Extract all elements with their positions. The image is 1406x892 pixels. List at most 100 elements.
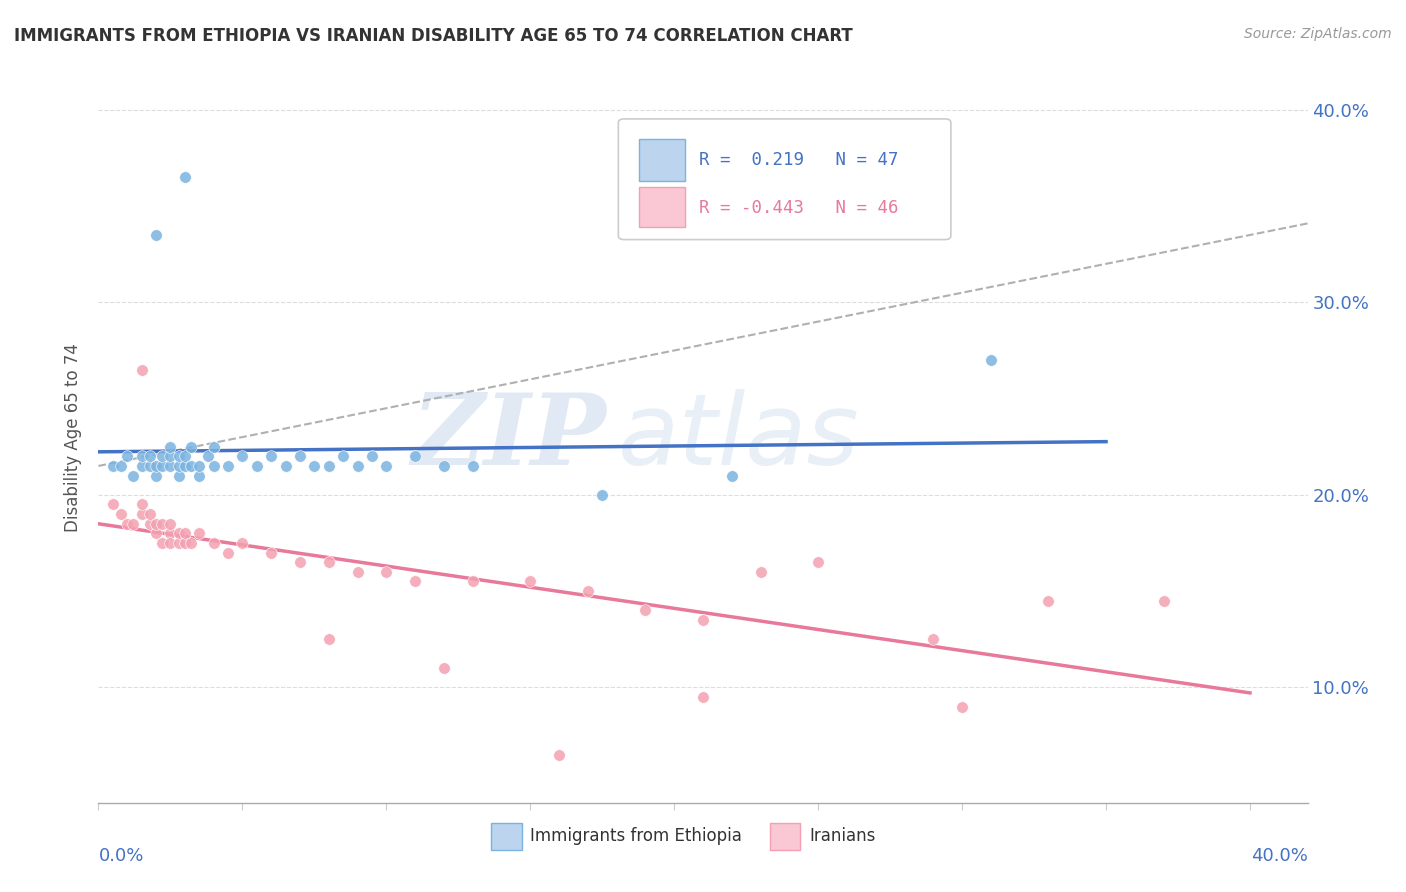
Point [692, 690, 714, 704]
Point [260, 545, 283, 559]
Point [318, 632, 340, 647]
Point [304, 458, 326, 473]
Point [159, 450, 181, 464]
Point [720, 468, 742, 483]
Point [980, 353, 1002, 368]
Point [519, 574, 541, 589]
Point [101, 458, 124, 473]
Point [159, 526, 181, 541]
Point [173, 526, 195, 541]
Point [159, 458, 181, 473]
Point [404, 574, 426, 589]
Point [131, 362, 153, 376]
Text: 40.0%: 40.0% [1251, 847, 1308, 864]
Point [131, 450, 153, 464]
Point [173, 450, 195, 464]
Point [576, 584, 599, 599]
Point [145, 468, 167, 483]
Point [145, 526, 167, 541]
Point [461, 574, 484, 589]
Point [231, 450, 253, 464]
Point [375, 565, 398, 579]
Point [346, 458, 368, 473]
Text: ZIP: ZIP [412, 389, 606, 485]
Point [150, 450, 173, 464]
Point [173, 536, 195, 550]
Point [950, 699, 973, 714]
Point [461, 458, 484, 473]
Point [150, 458, 173, 473]
Text: Immigrants from Ethiopia: Immigrants from Ethiopia [530, 828, 742, 846]
Point [167, 458, 190, 473]
Point [180, 458, 202, 473]
Point [217, 458, 239, 473]
Point [139, 450, 162, 464]
Point [110, 458, 132, 473]
Point [807, 555, 830, 569]
Point [318, 555, 340, 569]
Point [173, 170, 195, 185]
Point [634, 603, 657, 617]
Point [167, 468, 190, 483]
Point [180, 440, 202, 454]
Point [202, 458, 225, 473]
Bar [492, 822, 522, 850]
Point [1038, 593, 1060, 607]
Point [167, 526, 190, 541]
Point [692, 613, 714, 627]
Bar [769, 822, 800, 850]
Point [246, 458, 269, 473]
Point [188, 458, 211, 473]
Point [749, 565, 772, 579]
Text: atlas: atlas [619, 389, 860, 485]
Point [173, 458, 195, 473]
Bar [638, 187, 685, 227]
Point [1153, 593, 1175, 607]
Point [433, 661, 456, 675]
Point [139, 458, 162, 473]
Point [145, 458, 167, 473]
Text: Iranians: Iranians [810, 828, 876, 846]
Point [131, 498, 153, 512]
Point [139, 507, 162, 521]
Text: IMMIGRANTS FROM ETHIOPIA VS IRANIAN DISABILITY AGE 65 TO 74 CORRELATION CHART: IMMIGRANTS FROM ETHIOPIA VS IRANIAN DISA… [14, 27, 853, 45]
Point [548, 747, 571, 762]
FancyBboxPatch shape [619, 119, 950, 240]
Point [922, 632, 945, 647]
Point [110, 507, 132, 521]
Point [217, 545, 239, 559]
Point [346, 565, 368, 579]
Point [288, 555, 311, 569]
Point [159, 536, 181, 550]
Point [288, 450, 311, 464]
Point [375, 458, 398, 473]
Point [180, 536, 202, 550]
Point [332, 450, 354, 464]
Point [260, 450, 283, 464]
Point [115, 450, 138, 464]
Point [122, 516, 145, 531]
Point [202, 440, 225, 454]
Point [131, 458, 153, 473]
Point [361, 450, 384, 464]
Y-axis label: Disability Age 65 to 74: Disability Age 65 to 74 [65, 343, 83, 532]
Point [433, 458, 456, 473]
Point [274, 458, 297, 473]
Point [122, 468, 145, 483]
Point [404, 450, 426, 464]
Bar [638, 138, 685, 181]
Point [591, 488, 613, 502]
Point [188, 526, 211, 541]
Text: R =  0.219   N = 47: R = 0.219 N = 47 [699, 151, 898, 169]
Point [139, 516, 162, 531]
Point [159, 440, 181, 454]
Point [318, 458, 340, 473]
Point [231, 536, 253, 550]
Point [188, 468, 211, 483]
Point [197, 450, 219, 464]
Point [150, 516, 173, 531]
Point [167, 450, 190, 464]
Point [115, 516, 138, 531]
Text: R = -0.443   N = 46: R = -0.443 N = 46 [699, 199, 898, 217]
Text: 0.0%: 0.0% [98, 847, 143, 864]
